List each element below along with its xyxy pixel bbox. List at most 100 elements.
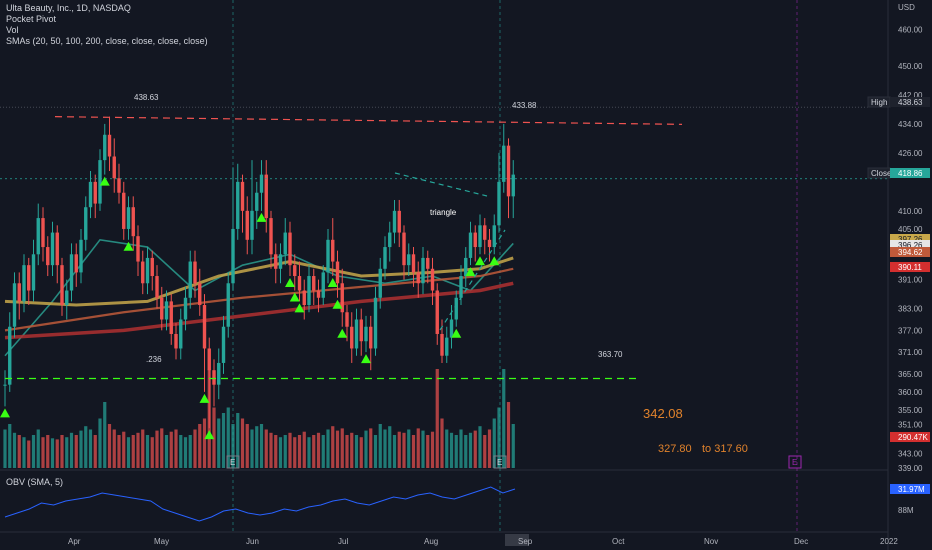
volume-bar: [507, 402, 510, 468]
candle-body: [32, 254, 35, 290]
volume-bar: [512, 424, 515, 468]
y-tick-label: 383.00: [898, 305, 923, 314]
volume-bar: [322, 435, 325, 468]
candle-body: [274, 254, 277, 268]
x-tick-label: Sep: [518, 537, 533, 546]
candle-body: [436, 291, 439, 334]
volume-bar: [127, 437, 130, 468]
candle-body: [117, 178, 120, 192]
pocket-pivot-marker: [285, 278, 295, 287]
candle-body: [383, 247, 386, 269]
candle-body: [113, 157, 116, 179]
volume-bar: [89, 430, 92, 469]
volume-bar: [32, 435, 35, 468]
candle-body: [379, 269, 382, 298]
volume-bar: [417, 428, 420, 468]
volume-bar: [108, 424, 111, 468]
price-tag-label: Close: [871, 169, 892, 178]
candle-body: [41, 218, 44, 247]
volume-bar: [350, 433, 353, 468]
candle-body: [198, 283, 201, 305]
volume-bar: [303, 432, 306, 468]
candle-body: [431, 269, 434, 291]
candle-body: [421, 258, 424, 283]
volume-bar: [84, 426, 87, 468]
earnings-marker: E: [497, 458, 502, 467]
volume-bar: [364, 431, 367, 468]
volume-bar: [293, 437, 296, 468]
volume-bar: [170, 432, 173, 468]
obv-tick-label: 88M: [898, 506, 914, 515]
candle-body: [75, 254, 78, 272]
volume-bar: [193, 430, 196, 469]
candle-body: [60, 265, 63, 305]
candle-body: [146, 258, 149, 283]
volume-bar: [483, 435, 486, 468]
candle-body: [70, 254, 73, 290]
volume-bar: [132, 435, 135, 468]
candle-body: [488, 240, 491, 247]
candle-body: [51, 233, 54, 266]
pocket-pivot-marker: [475, 256, 485, 265]
volume-bar: [459, 430, 462, 469]
volume-bar: [246, 424, 249, 468]
candle-body: [497, 182, 500, 225]
candle-body: [27, 265, 30, 290]
candle-body: [445, 338, 448, 356]
volume-bar: [398, 432, 401, 468]
volume-bar: [260, 424, 263, 468]
y-tick-label: 377.00: [898, 326, 923, 335]
candle-body: [3, 385, 6, 386]
candle-body: [141, 262, 144, 284]
pocket-pivot-marker: [361, 354, 371, 363]
x-tick-label: 2022: [880, 537, 898, 546]
volume-bar: [155, 431, 158, 468]
candle-body: [388, 233, 391, 247]
candle-body: [8, 327, 11, 385]
x-tick-label: Apr: [68, 537, 81, 546]
candle-body: [260, 175, 263, 193]
y-tick-label: 426.00: [898, 149, 923, 158]
volume-bar: [345, 435, 348, 468]
obv-tag-value: 31.97M: [898, 485, 925, 494]
volume-bar: [279, 437, 282, 468]
volume-bar: [336, 431, 339, 468]
volume-bar: [56, 439, 59, 468]
candle-body: [355, 319, 358, 348]
candle-body: [184, 298, 187, 320]
candle-body: [65, 291, 68, 305]
volume-bar: [326, 430, 329, 469]
candle-body: [393, 211, 396, 233]
volume-bar: [141, 430, 144, 469]
candle-body: [203, 305, 206, 348]
volume-bar: [189, 435, 192, 468]
volume-bar: [103, 402, 106, 468]
volume-bar: [222, 413, 225, 468]
y-tick-label: 365.00: [898, 370, 923, 379]
candle-body: [122, 193, 125, 229]
volume-bar: [436, 369, 439, 468]
price-tag-value: 290.47K: [898, 433, 928, 442]
triangle-upper-line: [395, 173, 487, 196]
volume-bar: [355, 435, 358, 468]
volume-bar: [269, 433, 272, 468]
candle-body: [317, 291, 320, 298]
candle-body: [440, 334, 443, 356]
candle-body: [426, 258, 429, 269]
price-tag-label: High: [871, 98, 887, 107]
x-tick-label: May: [154, 537, 169, 546]
price-tag-value: 438.63: [898, 98, 923, 107]
volume-bar: [22, 437, 25, 468]
candle-body: [132, 207, 135, 236]
candle-body: [37, 218, 40, 254]
candle-body: [512, 175, 515, 197]
volume-bar: [94, 435, 97, 468]
volume-bar: [3, 430, 6, 469]
volume-bar: [488, 430, 491, 469]
y-tick-label: 460.00: [898, 26, 923, 35]
volume-bar: [79, 431, 82, 468]
volume-bar: [146, 435, 149, 468]
candle-body: [208, 348, 211, 370]
volume-bar: [41, 437, 44, 468]
